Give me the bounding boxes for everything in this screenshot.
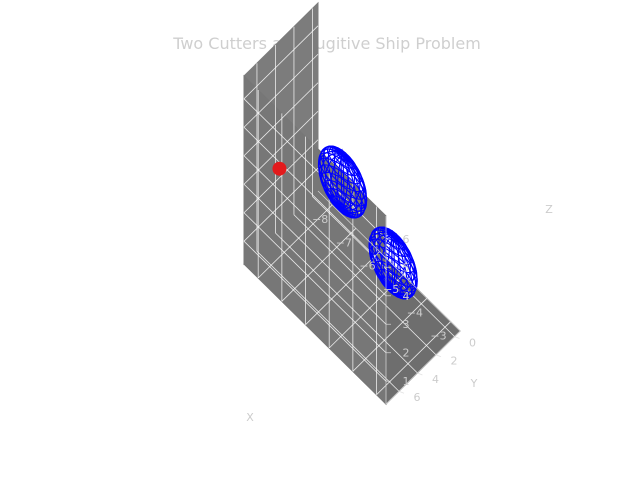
grid-line-z-back	[243, 183, 387, 325]
x-tick-label: −4	[407, 306, 423, 319]
z-tick-label: 5	[403, 261, 410, 274]
x-tick-label: −3	[430, 330, 446, 343]
sphere-longitude-line	[393, 235, 412, 291]
grid-line-z-left	[243, 167, 319, 242]
sphere-longitude-line	[336, 154, 344, 213]
z-tick-label: 1	[403, 375, 410, 388]
sphere-longitude-line	[375, 235, 394, 291]
grid-line-x-floor	[257, 204, 333, 279]
sphere-longitude-line	[392, 235, 416, 292]
x-tick-label: −6	[359, 260, 375, 273]
y-axis-label: Y	[470, 377, 478, 390]
sphere-longitude-line	[342, 154, 358, 219]
grid-line-z-back	[243, 98, 387, 240]
axes-panes	[243, 1, 461, 406]
sphere-longitude-line	[342, 154, 365, 211]
x-tick-label: −8	[312, 213, 328, 226]
sphere-longitude-line	[327, 145, 344, 210]
sphere-longitude-line	[392, 232, 400, 291]
sphere-longitude-line	[392, 234, 406, 291]
chart-title: Two Cutters and Fugitive Ship Problem	[172, 34, 481, 53]
x-tick-mark	[398, 274, 404, 280]
sphere-longitude-line	[387, 235, 394, 293]
axes-grid	[243, 8, 455, 395]
sphere-longitude-line	[342, 154, 345, 216]
grid-line-y-floor	[293, 214, 437, 356]
sphere-longitude-line	[317, 148, 343, 210]
grid-line-z-back	[243, 155, 387, 297]
sphere-longitude-line	[368, 229, 394, 291]
sphere-longitude-line	[392, 235, 402, 298]
y-tick-label: 4	[432, 373, 439, 386]
sphere-longitude-line	[391, 229, 394, 291]
x-tick-mark	[375, 251, 380, 256]
plot-area	[272, 145, 418, 300]
grid-line-y-floor	[275, 232, 418, 374]
sphere-longitude-line	[371, 234, 394, 291]
z-axis-label: Z	[545, 203, 553, 216]
sphere-longitude-line	[342, 154, 368, 216]
sphere-longitude-line	[320, 153, 343, 210]
x-tick-mark	[351, 228, 357, 233]
sphere-longitude-line	[384, 228, 394, 291]
z-tick-label: 3	[403, 318, 410, 331]
grid-line-x-floor	[305, 251, 380, 325]
cutter-sphere-2	[368, 226, 418, 300]
grid-line-y-floor	[256, 250, 400, 392]
z-tick-label: 6	[403, 233, 410, 246]
sphere-longitude-line	[392, 235, 408, 300]
x-tick-mark	[446, 321, 451, 326]
z-tick-label: 2	[403, 347, 410, 360]
x-tick-label: −7	[336, 236, 352, 249]
y-tick-label: 6	[413, 391, 420, 404]
grid-line-x-floor	[352, 298, 428, 372]
y-tick-mark	[454, 336, 460, 339]
sphere-longitude-line	[342, 151, 349, 210]
grid-line-z-left	[243, 53, 319, 128]
grid-line-z-back	[243, 212, 387, 354]
fugitive-ship-point	[272, 161, 287, 176]
sphere-longitude-line	[392, 235, 396, 296]
x-tick-mark	[422, 298, 428, 303]
x-axis-line	[317, 190, 461, 332]
sphere-longitude-line	[342, 154, 361, 210]
y-tick-mark	[398, 390, 405, 394]
x-tick-mark	[327, 204, 333, 210]
grid-line-z-left	[243, 25, 319, 100]
grid-line-z-left	[243, 110, 319, 185]
z-tick-label: 4	[403, 290, 410, 303]
sphere-longitude-line	[392, 235, 418, 297]
cutter-sphere-1	[317, 145, 368, 219]
sphere-longitude-line	[342, 153, 356, 210]
sphere-longitude-line	[333, 147, 344, 210]
y-tick-label: 0	[469, 336, 476, 349]
x-axis-label: X	[246, 411, 254, 424]
grid-line-z-left	[243, 82, 319, 157]
y-tick-mark	[417, 372, 423, 376]
grid-line-x-floor	[281, 228, 357, 302]
sphere-longitude-line	[342, 154, 352, 217]
grid-line-z-back	[243, 240, 387, 382]
grid-line-z-left	[243, 139, 319, 214]
x-tick-label: −5	[383, 283, 399, 296]
y-tick-label: 2	[450, 355, 457, 368]
grid-line-z-back	[243, 126, 387, 268]
grid-line-x-floor	[376, 321, 451, 395]
y-tick-mark	[435, 354, 442, 358]
sphere-longitude-line	[340, 148, 344, 210]
y-axis-line	[385, 330, 461, 405]
